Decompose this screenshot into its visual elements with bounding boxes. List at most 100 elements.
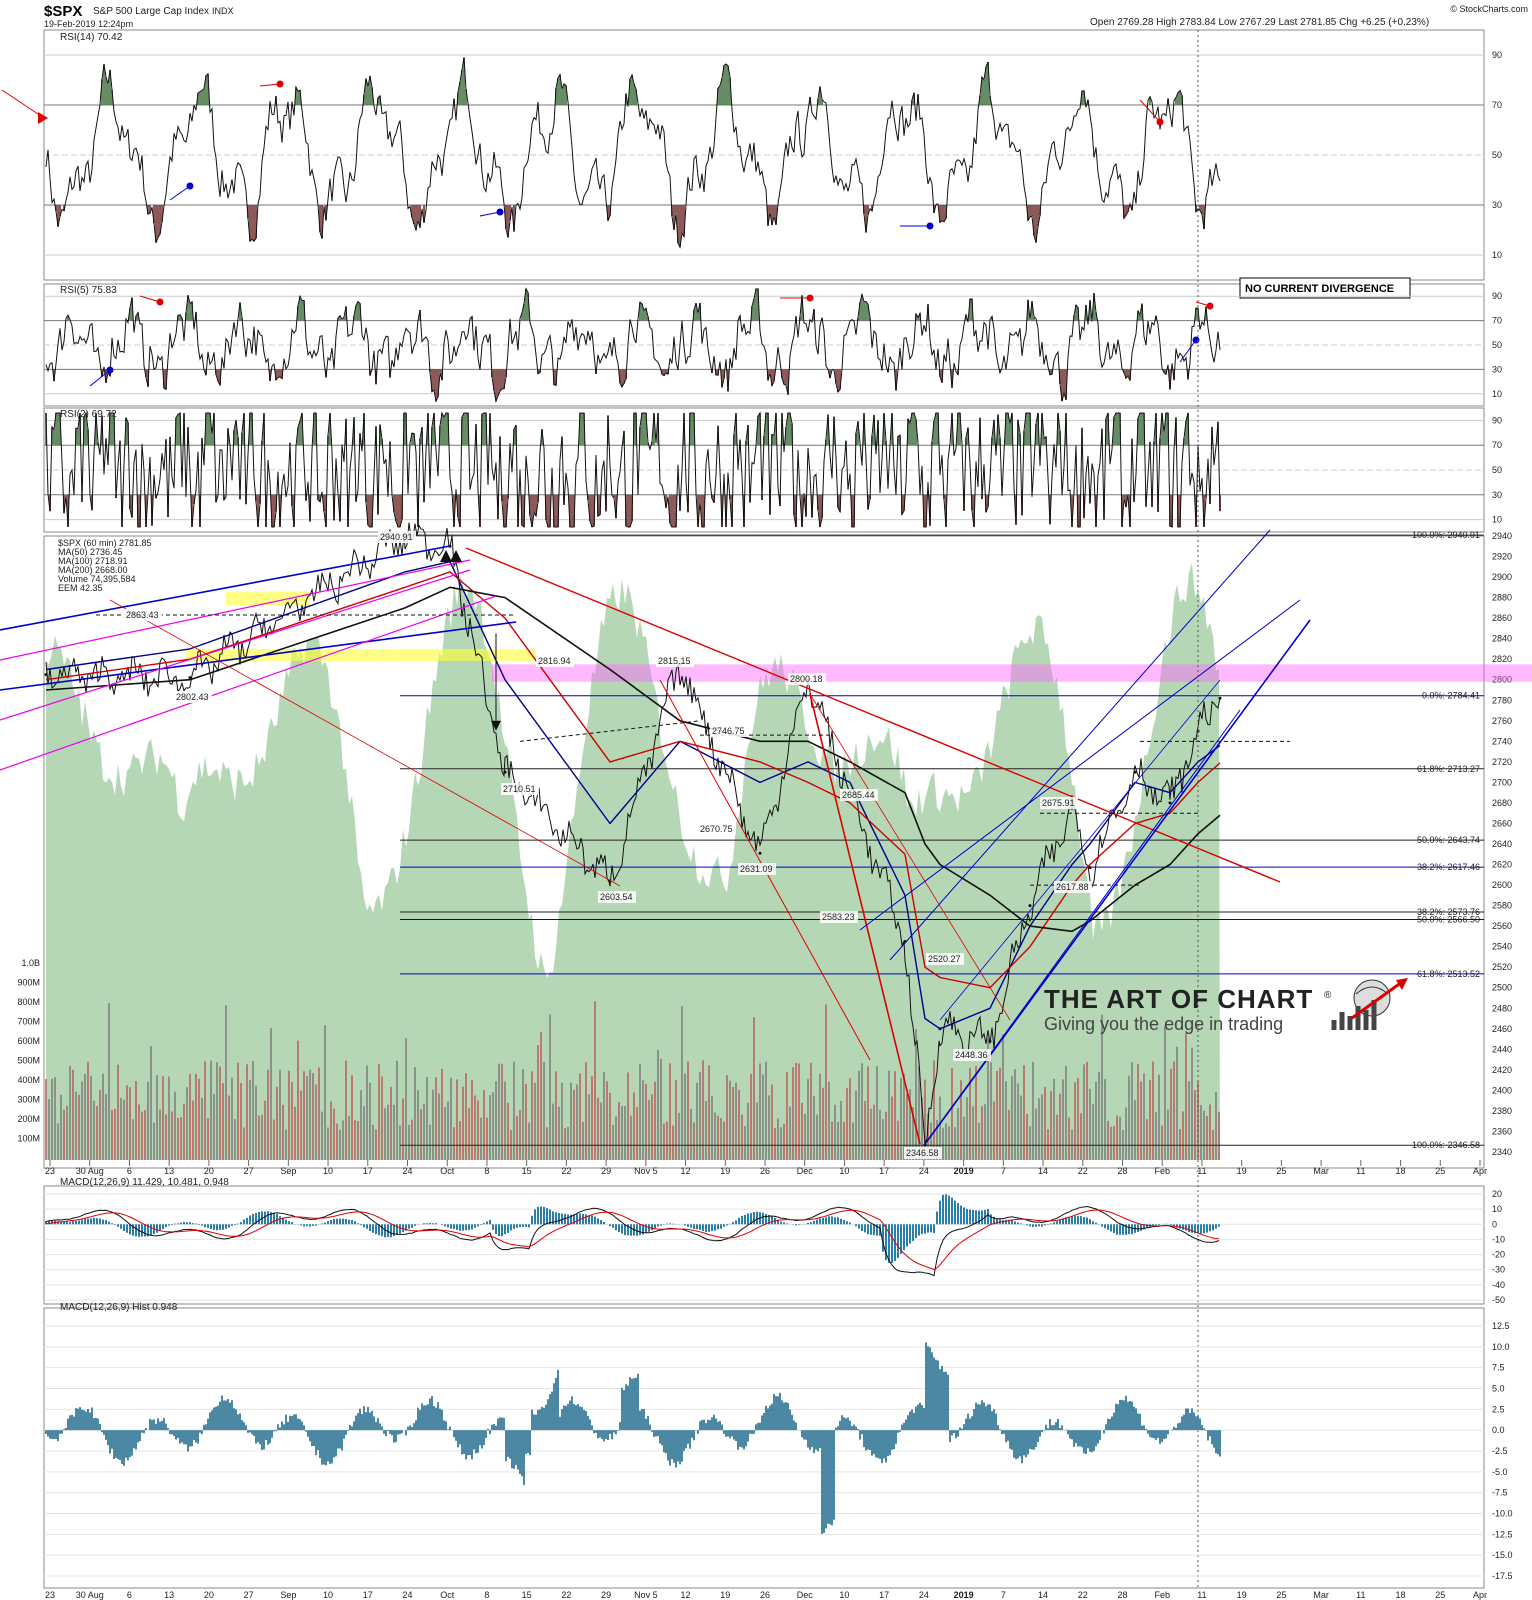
x-axis-label: 15 bbox=[522, 1590, 532, 1600]
price-tick-label: 2880 bbox=[1492, 593, 1512, 603]
x-axis-label: 19 bbox=[720, 1590, 730, 1600]
rsi2-line bbox=[45, 411, 1221, 529]
price-tick-label: 2900 bbox=[1492, 572, 1512, 582]
macd-signal-line bbox=[45, 1209, 1220, 1271]
rsi14-tick-label: 30 bbox=[1492, 200, 1502, 210]
x-axis-label: 27 bbox=[244, 1166, 254, 1176]
x-axis-label: 17 bbox=[363, 1590, 373, 1600]
price-tick-label: 2760 bbox=[1492, 716, 1512, 726]
hist-tick-label: 5.0 bbox=[1492, 1384, 1505, 1394]
x-axis-label: 25 bbox=[1435, 1590, 1445, 1600]
divergence-note: NO CURRENT DIVERGENCE bbox=[1245, 283, 1394, 295]
pivot-label: 2685.44 bbox=[842, 790, 875, 800]
price-tick-label: 2440 bbox=[1492, 1044, 1512, 1054]
pivot-label: 2583.23 bbox=[822, 912, 855, 922]
price-point bbox=[1218, 696, 1222, 700]
divergence-arrowhead bbox=[806, 294, 814, 302]
trend-line bbox=[0, 595, 497, 771]
x-axis-label: Apr bbox=[1473, 1166, 1487, 1176]
rsi2-tick-label: 10 bbox=[1492, 515, 1502, 525]
price-tick-label: 2460 bbox=[1492, 1024, 1512, 1034]
macd-tick-label: 0 bbox=[1492, 1219, 1497, 1229]
rsi14-label: RSI(14) 70.42 bbox=[60, 32, 123, 43]
x-axis-label: 24 bbox=[402, 1166, 412, 1176]
pivot-label-bg bbox=[124, 609, 162, 621]
watermark-title: THE ART OF CHART bbox=[1044, 984, 1313, 1014]
x-axis-label: 22 bbox=[561, 1590, 571, 1600]
x-axis-label: 15 bbox=[522, 1166, 532, 1176]
x-axis-label: 23 bbox=[45, 1166, 55, 1176]
macd-label: MACD(12,26,9) 11.429, 10.481, 0.948 bbox=[60, 1177, 229, 1188]
price-tick-label: 2520 bbox=[1492, 962, 1512, 972]
macd-tick-label: -30 bbox=[1492, 1265, 1505, 1275]
rsi5-label: RSI(5) 75.83 bbox=[60, 285, 117, 296]
trend-line bbox=[859, 599, 1301, 931]
x-axis-label: 17 bbox=[879, 1166, 889, 1176]
hist-tick-label: 2.5 bbox=[1492, 1404, 1505, 1414]
pivot-label: 2940.91 bbox=[380, 532, 413, 542]
x-axis-label: Oct bbox=[440, 1166, 455, 1176]
watermark-registered: ® bbox=[1324, 990, 1332, 1001]
trend-line bbox=[465, 547, 1281, 883]
x-axis-label: 25 bbox=[1435, 1166, 1445, 1176]
fib-level-label: 38.2%: 2617.46 bbox=[1417, 862, 1480, 872]
x-axis-label: Dec bbox=[797, 1590, 814, 1600]
chart-datetime: 19-Feb-2019 12:24pm bbox=[44, 19, 133, 29]
fib-level-label: 61.8%: 2713.27 bbox=[1417, 764, 1480, 774]
x-axis-label: 12 bbox=[681, 1166, 691, 1176]
x-axis-label: 14 bbox=[1038, 1166, 1048, 1176]
panel-frames bbox=[43, 29, 1485, 1589]
x-axis-label: 14 bbox=[1038, 1590, 1048, 1600]
rsi14-tick-label: 10 bbox=[1492, 250, 1502, 260]
pivot-label: 2802.43 bbox=[176, 692, 209, 702]
divergence-arrowhead bbox=[496, 208, 504, 216]
trend-line bbox=[939, 679, 1221, 1021]
volume-tick-label: 900M bbox=[17, 978, 40, 988]
pivot-label-bg bbox=[698, 823, 736, 835]
pivot-label: 2816.94 bbox=[538, 656, 571, 666]
x-axis-label: 10 bbox=[839, 1166, 849, 1176]
divergence-note-box bbox=[1239, 277, 1411, 299]
x-axis-label: 12 bbox=[681, 1590, 691, 1600]
price-tick-label: 2740 bbox=[1492, 736, 1512, 746]
price-tick-label: 2600 bbox=[1492, 880, 1512, 890]
price-tick-label: 2420 bbox=[1492, 1065, 1512, 1075]
x-axis-label: 19 bbox=[720, 1166, 730, 1176]
x-axis-label: 10 bbox=[839, 1590, 849, 1600]
x-axis-label: 25 bbox=[1276, 1166, 1286, 1176]
divergence-arrow bbox=[1139, 99, 1161, 123]
pivot-label: 2815.15 bbox=[658, 656, 691, 666]
watermark-tagline: Giving you the edge in trading bbox=[1044, 1014, 1283, 1034]
pivot-label: 2800.18 bbox=[790, 674, 823, 684]
chart-exchange: INDX bbox=[212, 6, 234, 16]
x-axis-label: 2019 bbox=[954, 1590, 974, 1600]
x-axis-label: 11 bbox=[1356, 1590, 1365, 1600]
pivot-label: 2670.75 bbox=[700, 824, 733, 834]
divergence-arrowhead bbox=[276, 80, 284, 88]
x-axis-label: Mar bbox=[1313, 1166, 1329, 1176]
x-axis-label: Apr bbox=[1473, 1590, 1487, 1600]
trend-line bbox=[0, 569, 471, 721]
pivot-label-bg bbox=[840, 789, 878, 801]
price-point bbox=[1088, 866, 1092, 870]
pivot-label-bg bbox=[174, 691, 212, 703]
x-axis-label: Oct bbox=[440, 1590, 455, 1600]
horizontal-dashed-line bbox=[519, 720, 701, 742]
trend-line bbox=[0, 545, 451, 631]
x-axis-label: Sep bbox=[280, 1590, 296, 1600]
pivot-label-bg bbox=[738, 863, 776, 875]
pivot-label-bg bbox=[1054, 881, 1092, 893]
rsi5-tick-label: 30 bbox=[1492, 364, 1502, 374]
macd-tick-label: 10 bbox=[1492, 1204, 1502, 1214]
pivot-label: 2710.51 bbox=[503, 784, 536, 794]
pivot-label-bg bbox=[788, 673, 826, 685]
x-axis-label: 26 bbox=[760, 1166, 770, 1176]
volume-tick-label: 600M bbox=[17, 1036, 40, 1046]
price-legend-entry: $SPX (60 min) 2781.85 bbox=[58, 538, 152, 548]
price-tick-label: 2860 bbox=[1492, 613, 1512, 623]
x-axis-label: 19 bbox=[1237, 1166, 1247, 1176]
rsi5-line bbox=[45, 287, 1221, 403]
x-axis-label: Feb bbox=[1154, 1590, 1170, 1600]
macd-line bbox=[45, 1205, 1220, 1277]
